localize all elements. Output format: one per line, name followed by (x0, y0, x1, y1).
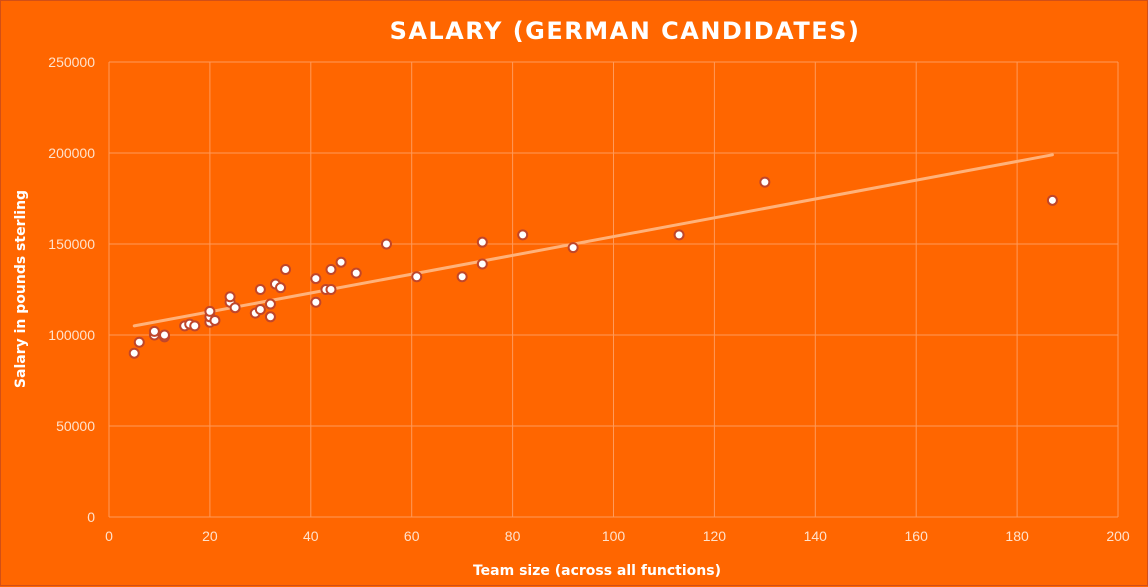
data-point (325, 284, 337, 295)
data-point (133, 336, 145, 348)
data-point (229, 302, 241, 314)
y-axis-ticks: 0 50000 100000 150000 200000 250000 (48, 54, 95, 525)
data-point (275, 282, 287, 294)
data-point (673, 229, 685, 241)
x-tick-label: 20 (202, 528, 218, 544)
data-point (325, 263, 337, 275)
data-point (350, 267, 362, 279)
x-tick-label: 0 (105, 528, 113, 544)
data-point (158, 329, 170, 341)
chart-title: SALARY (GERMAN CANDIDATES) (390, 17, 861, 45)
data-point (335, 256, 347, 268)
x-tick-label: 120 (703, 528, 727, 544)
data-point (380, 238, 392, 250)
y-tick-label: 150000 (48, 236, 95, 252)
x-tick-label: 200 (1106, 528, 1130, 544)
data-point (759, 176, 771, 188)
x-tick-label: 140 (804, 528, 828, 544)
data-point (411, 271, 423, 283)
data-point (189, 320, 201, 332)
data-point (204, 305, 216, 317)
data-point (148, 325, 160, 337)
data-point (1046, 194, 1058, 206)
data-point (310, 296, 322, 308)
y-tick-label: 250000 (48, 54, 95, 70)
data-point (209, 314, 221, 326)
x-tick-label: 160 (905, 528, 929, 544)
gridlines (108, 61, 1119, 518)
x-axis-label: Team size (across all functions) (473, 563, 721, 579)
y-tick-label: 50000 (56, 418, 95, 434)
x-tick-label: 80 (505, 528, 521, 544)
x-tick-label: 180 (1005, 528, 1029, 544)
data-point (264, 311, 276, 323)
data-point (310, 273, 322, 285)
data-point (567, 242, 579, 254)
data-point (476, 236, 488, 248)
data-point (517, 229, 529, 241)
data-point (128, 347, 140, 359)
data-point (264, 298, 276, 310)
x-axis-ticks: 0 20 40 60 80 100 120 140 160 180 200 (105, 528, 1130, 544)
data-point (254, 304, 266, 316)
data-point (456, 271, 468, 283)
x-tick-label: 60 (404, 528, 420, 544)
y-axis-label: Salary in pounds sterling (13, 190, 29, 388)
y-tick-label: 100000 (48, 327, 95, 343)
data-points (128, 176, 1058, 359)
y-tick-label: 0 (87, 509, 95, 525)
data-point (254, 284, 266, 295)
data-point (476, 258, 488, 270)
x-tick-label: 100 (602, 528, 626, 544)
trendline (132, 153, 1054, 328)
x-tick-label: 40 (303, 528, 319, 544)
y-tick-label: 200000 (48, 145, 95, 161)
data-point (280, 263, 292, 275)
data-point (224, 291, 236, 303)
